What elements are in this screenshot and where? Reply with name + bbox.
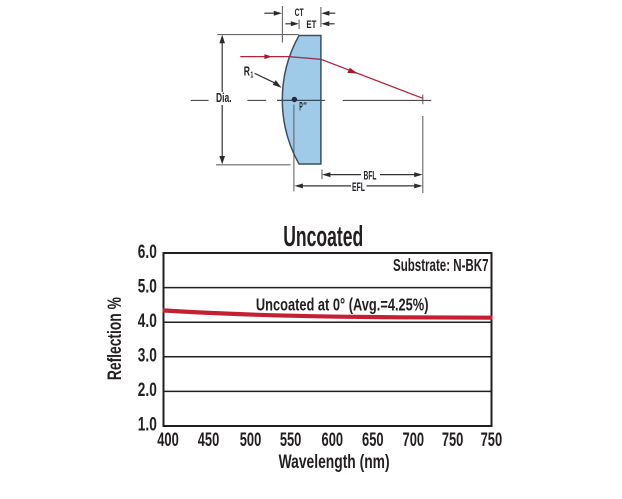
svg-text:400: 400: [157, 429, 179, 451]
svg-text:Reflection %: Reflection %: [105, 297, 126, 380]
svg-text:Dia.: Dia.: [216, 91, 232, 105]
svg-text:2.0: 2.0: [138, 379, 157, 401]
svg-text:EFL: EFL: [352, 180, 365, 194]
svg-text:600: 600: [322, 429, 344, 451]
svg-text:6.0: 6.0: [138, 241, 157, 263]
svg-text:R: R: [244, 65, 250, 79]
svg-text:BFL: BFL: [364, 168, 377, 182]
svg-text:ET: ET: [306, 19, 316, 31]
svg-text:750: 750: [442, 429, 464, 451]
svg-text:650: 650: [362, 429, 384, 451]
svg-text:550: 550: [280, 429, 302, 451]
svg-text:Uncoated at 0° (Avg.=4.25%): Uncoated at 0° (Avg.=4.25%): [256, 295, 429, 315]
svg-text:450: 450: [198, 429, 220, 451]
svg-text:Wavelength (nm): Wavelength (nm): [279, 452, 390, 473]
svg-text:500: 500: [240, 429, 262, 451]
svg-text:1: 1: [250, 71, 253, 80]
svg-text:4.0: 4.0: [138, 310, 157, 332]
svg-text:Substrate: N-BK7: Substrate: N-BK7: [393, 255, 489, 275]
svg-text:Uncoated: Uncoated: [283, 221, 363, 253]
svg-text:700: 700: [403, 429, 425, 451]
svg-text:1.0: 1.0: [138, 413, 157, 435]
svg-text:CT: CT: [295, 7, 304, 19]
svg-text:750: 750: [481, 429, 503, 451]
svg-text:P: P: [299, 100, 303, 114]
svg-text:5.0: 5.0: [138, 276, 157, 298]
svg-text:3.0: 3.0: [138, 344, 157, 366]
